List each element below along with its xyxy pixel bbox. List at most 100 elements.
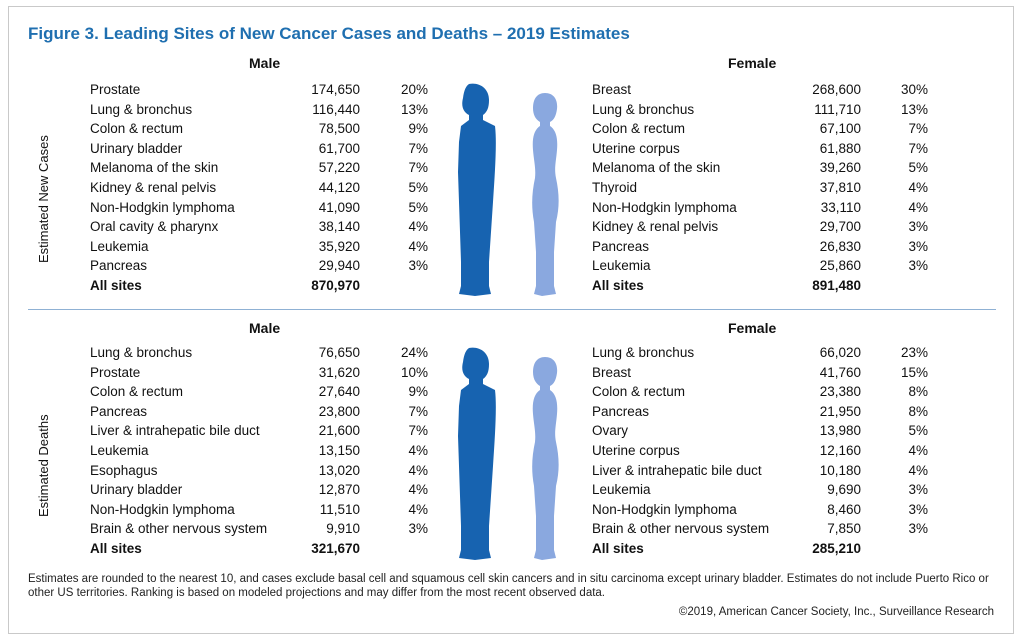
- site-name: Breast: [592, 364, 632, 380]
- percent-value: 7%: [408, 160, 428, 176]
- female-silhouette-new-cases: [532, 93, 559, 296]
- table-row: Pancreas 23,800 7%: [90, 402, 428, 421]
- table-row: Lung & bronchus 116,440 13%: [90, 100, 428, 119]
- percent-value: 4%: [408, 238, 428, 254]
- case-count: 12,160: [819, 443, 861, 458]
- site-name: Lung & bronchus: [90, 101, 193, 117]
- table-row: Pancreas 29,940 3%: [90, 256, 428, 275]
- table-row: Non-Hodgkin lymphoma 8,460 3%: [592, 500, 928, 519]
- table-row: Brain & other nervous system 7,850 3%: [592, 519, 928, 538]
- case-count: 13,980: [819, 423, 861, 439]
- percent-value: 4%: [908, 443, 928, 458]
- percent-value: 4%: [908, 199, 928, 215]
- case-count: 174,650: [311, 82, 360, 97]
- case-count: 61,880: [819, 140, 861, 156]
- site-name: Colon & rectum: [592, 121, 686, 137]
- case-count: 76,650: [318, 345, 360, 360]
- table-row: Pancreas 21,950 8%: [592, 402, 928, 421]
- site-name: Ovary: [592, 423, 629, 439]
- percent-value: 4%: [408, 462, 428, 478]
- table-row: Ovary 13,980 5%: [592, 421, 928, 440]
- table-row: Thyroid 37,810 4%: [592, 178, 928, 197]
- site-name: Kidney & renal pelvis: [592, 219, 719, 235]
- table-row: Uterine corpus 12,160 4%: [592, 441, 928, 460]
- table-row: Urinary bladder 61,700 7%: [90, 139, 428, 158]
- section-divider: [28, 309, 996, 310]
- percent-value: 30%: [900, 82, 928, 97]
- site-name: Non-Hodgkin lymphoma: [592, 501, 737, 517]
- case-count: 29,940: [318, 258, 360, 274]
- total-row: All sites 285,210: [592, 539, 928, 558]
- table-row: Kidney & renal pelvis 44,120 5%: [90, 178, 428, 197]
- case-count: 37,810: [819, 180, 861, 195]
- site-name: Non-Hodgkin lymphoma: [90, 199, 235, 215]
- percent-value: 5%: [908, 160, 928, 176]
- total-row: All sites 891,480: [592, 276, 928, 295]
- percent-value: 9%: [408, 121, 428, 137]
- table-row: Liver & intrahepatic bile duct 21,600 7%: [90, 421, 428, 440]
- case-count: 26,830: [819, 238, 861, 254]
- case-count: 67,100: [819, 121, 861, 137]
- case-count: 25,860: [819, 258, 861, 274]
- table-row: Non-Hodgkin lymphoma 11,510 4%: [90, 500, 428, 519]
- percent-value: 9%: [408, 384, 428, 400]
- site-name: Leukemia: [592, 482, 651, 498]
- case-count: 891,480: [812, 278, 861, 293]
- percent-value: 23%: [900, 345, 928, 360]
- table-row: Colon & rectum 27,640 9%: [90, 382, 428, 401]
- table-row: Breast 41,760 15%: [592, 363, 928, 382]
- case-count: 8,460: [827, 501, 861, 517]
- site-name: Uterine corpus: [592, 140, 680, 156]
- case-count: 27,640: [318, 384, 360, 400]
- case-count: 39,260: [819, 160, 861, 176]
- percent-value: 8%: [908, 384, 928, 400]
- case-count: 12,870: [318, 482, 360, 498]
- table-row: Esophagus 13,020 4%: [90, 461, 428, 480]
- case-count: 13,150: [318, 443, 360, 458]
- site-name: Lung & bronchus: [90, 345, 193, 360]
- percent-value: 20%: [400, 82, 428, 97]
- site-name: Prostate: [90, 364, 141, 380]
- site-name: Colon & rectum: [90, 121, 184, 137]
- site-name: All sites: [592, 278, 644, 293]
- percent-value: 10%: [400, 364, 428, 380]
- percent-value: 7%: [908, 121, 928, 137]
- percent-value: 3%: [908, 238, 928, 254]
- table-row: Breast 268,600 30%: [592, 80, 928, 99]
- percent-value: 7%: [408, 403, 428, 419]
- female-header-new-cases: Female: [728, 55, 777, 71]
- table-row: Lung & bronchus 76,650 24%: [90, 343, 428, 362]
- case-count: 31,620: [318, 364, 360, 380]
- site-name: Non-Hodgkin lymphoma: [90, 501, 235, 517]
- table-row: Prostate 31,620 10%: [90, 363, 428, 382]
- table-row: Urinary bladder 12,870 4%: [90, 480, 428, 499]
- site-name: All sites: [90, 278, 142, 293]
- table-row: Uterine corpus 61,880 7%: [592, 139, 928, 158]
- site-name: Liver & intrahepatic bile duct: [90, 423, 260, 439]
- case-count: 268,600: [812, 82, 861, 97]
- site-name: Brain & other nervous system: [592, 521, 770, 537]
- female-silhouette-deaths: [532, 357, 559, 560]
- case-count: 9,690: [827, 482, 861, 498]
- percent-value: 3%: [408, 258, 428, 274]
- table-row: Brain & other nervous system 9,910 3%: [90, 519, 428, 538]
- case-count: 38,140: [318, 219, 360, 235]
- male-silhouette-deaths: [458, 347, 496, 560]
- table-row: Kidney & renal pelvis 29,700 3%: [592, 217, 928, 236]
- male-silhouette-new-cases: [458, 83, 496, 296]
- site-name: Thyroid: [592, 180, 638, 195]
- case-count: 11,510: [319, 501, 360, 517]
- case-count: 78,500: [318, 121, 360, 137]
- case-count: 35,920: [318, 238, 360, 254]
- percent-value: 7%: [408, 140, 428, 156]
- percent-value: 8%: [908, 403, 928, 419]
- section-label-deaths: Estimated Deaths: [36, 414, 51, 517]
- percent-value: 4%: [408, 482, 428, 498]
- site-name: Melanoma of the skin: [592, 160, 721, 176]
- site-name: Breast: [592, 82, 632, 97]
- percent-value: 7%: [408, 423, 428, 439]
- percent-value: 13%: [400, 101, 428, 117]
- percent-value: 3%: [908, 521, 928, 537]
- percent-value: 3%: [908, 219, 928, 235]
- copyright: ©2019, American Cancer Society, Inc., Su…: [678, 606, 994, 618]
